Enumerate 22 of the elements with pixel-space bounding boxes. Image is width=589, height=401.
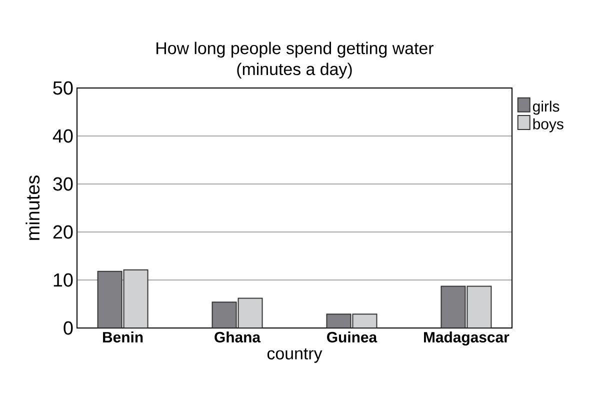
x-tick-label: Madagascar [424,332,510,346]
legend-label: girls [532,100,560,115]
y-tick-label: 30 [53,177,73,191]
y-tick-label: 40 [52,129,73,143]
x-tick-label: Guinea [327,332,378,342]
y-tick-label: 10 [54,273,73,287]
bar [212,302,237,328]
bar [97,270,122,328]
legend-label: boys [533,118,564,132]
bar [466,286,492,328]
chart-title: How long people spend getting water [156,42,434,58]
bar [123,269,148,328]
y-tick-label: 0 [64,321,73,335]
y-tick-label: 20 [53,225,73,239]
x-axis-title: country [267,348,322,363]
bar [238,298,263,328]
y-tick-label: 50 [53,81,73,95]
x-tick-label: Ghana [214,332,261,342]
y-axis-title: minutes [26,176,40,240]
x-tick-label: Benin [103,332,143,342]
chart-subtitle: (minutes a day) [237,62,352,79]
bar [440,286,466,328]
